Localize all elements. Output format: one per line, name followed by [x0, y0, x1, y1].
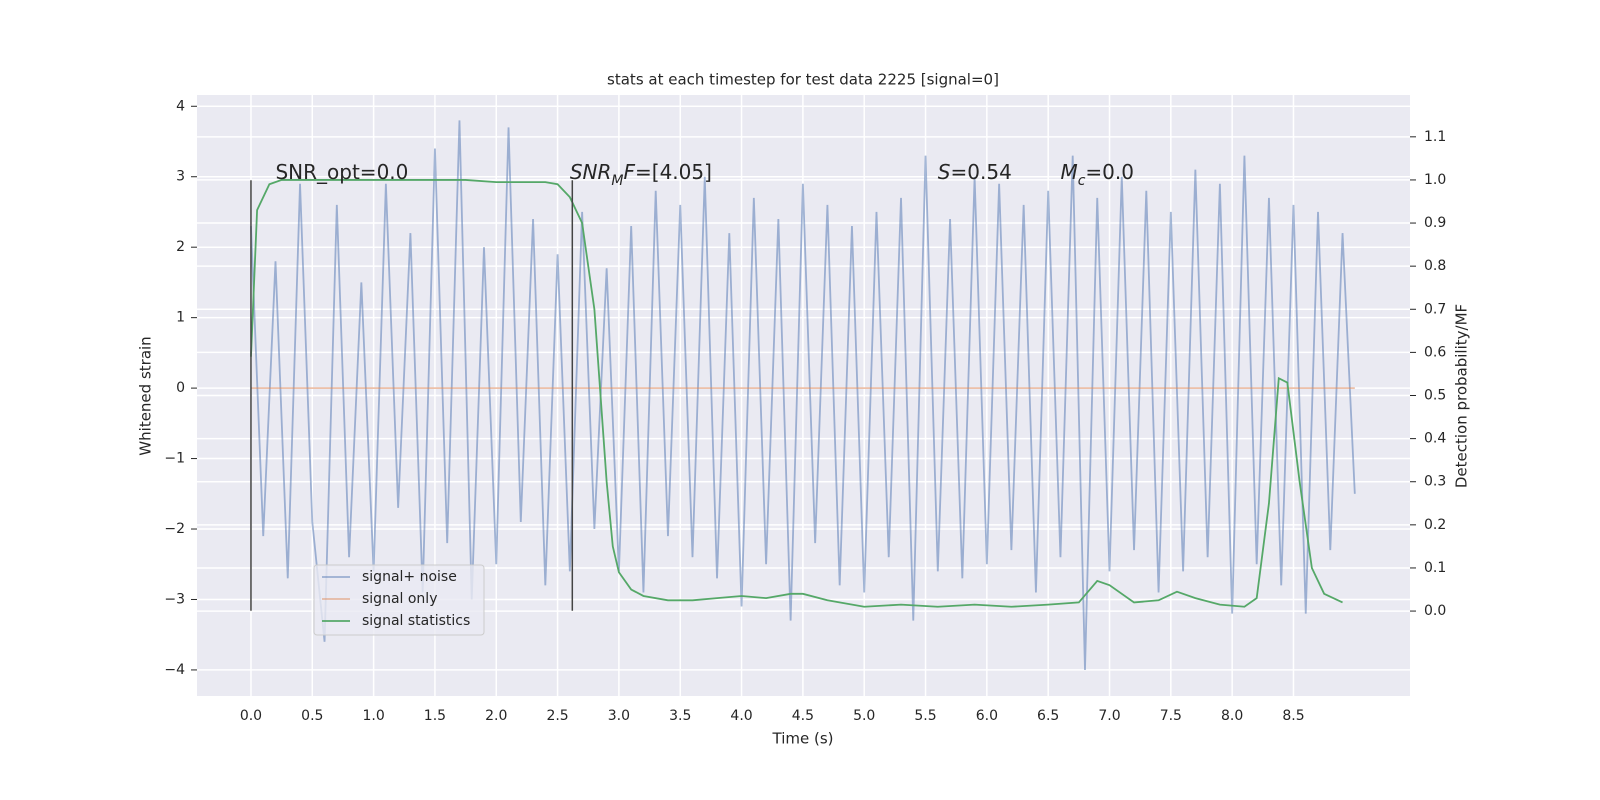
- series-line: [250, 179, 1343, 608]
- annotation-part: M: [1060, 160, 1077, 184]
- x-tick-label: 6.0: [976, 708, 998, 724]
- annotation: S=0.54: [938, 160, 1012, 184]
- y-tick-label: 0: [176, 380, 185, 396]
- x-tick-label: 2.5: [546, 708, 568, 724]
- x-tick-label: 6.5: [1037, 708, 1059, 724]
- series-line: [250, 120, 1356, 670]
- y-tick-label: −1: [164, 451, 185, 467]
- legend-label: signal statistics: [362, 613, 470, 629]
- x-axis-label: Time (s): [772, 730, 834, 748]
- y2-tick-label: 0.4: [1424, 431, 1446, 447]
- x-tick-label: 8.0: [1221, 708, 1243, 724]
- y2-tick-label: 0.2: [1424, 517, 1446, 533]
- x-tick-label: 0.0: [240, 708, 262, 724]
- x-tick-label: 5.5: [914, 708, 936, 724]
- y2-tick-label: 0.3: [1424, 474, 1446, 490]
- annotation-part: =0.0: [1085, 160, 1134, 184]
- y2-tick-label: 0.0: [1424, 603, 1446, 619]
- y-axis-label: Whitened strain: [137, 336, 155, 455]
- annotation: Mc=0.0: [1060, 160, 1134, 190]
- x-tick-label: 1.0: [362, 708, 384, 724]
- y-tick-label: 2: [176, 239, 185, 255]
- y-tick-label: −4: [164, 662, 185, 678]
- x-tick-label: 4.0: [730, 708, 752, 724]
- annotation: SNR_opt=0.0: [275, 160, 408, 184]
- annotation-part: F: [624, 160, 636, 184]
- y2-tick-label: 0.7: [1424, 301, 1446, 317]
- legend-box: [313, 564, 485, 636]
- annotation-part: =0.54: [951, 160, 1012, 184]
- y-tick-label: 3: [176, 169, 185, 185]
- y2-tick-label: 1.0: [1424, 172, 1446, 188]
- annotation-part: SNR_opt=0.0: [275, 160, 408, 184]
- x-tick-label: 7.5: [1160, 708, 1182, 724]
- y-tick-label: −3: [164, 591, 185, 607]
- x-tick-label: 7.0: [1098, 708, 1120, 724]
- y2-tick-label: 0.1: [1424, 560, 1446, 576]
- y2-tick-label: 0.6: [1424, 344, 1446, 360]
- annotation-part: c: [1078, 173, 1086, 189]
- x-tick-label: 2.0: [485, 708, 507, 724]
- annotation-part: =[4.05]: [635, 160, 712, 184]
- annotation: SNRMF=[4.05]: [570, 160, 712, 190]
- x-tick-label: 5.0: [853, 708, 875, 724]
- y2-tick-label: 0.5: [1424, 388, 1446, 404]
- y2-tick-label: 0.8: [1424, 258, 1446, 274]
- annotation-part: M: [611, 173, 623, 189]
- y-tick-label: 1: [176, 310, 185, 326]
- y-tick-label: 4: [176, 98, 185, 114]
- x-tick-label: 4.5: [792, 708, 814, 724]
- x-tick-label: 3.5: [669, 708, 691, 724]
- legend-label: signal+ noise: [362, 569, 457, 585]
- y2-tick-label: 1.1: [1424, 129, 1446, 145]
- y-tick-label: −2: [164, 521, 185, 537]
- legend-label: signal only: [362, 591, 437, 607]
- x-tick-label: 1.5: [424, 708, 446, 724]
- x-tick-label: 8.5: [1282, 708, 1304, 724]
- y2-axis-label: Detection probability/MF: [1453, 304, 1471, 488]
- annotation-part: SNR: [570, 160, 612, 184]
- y2-tick-label: 0.9: [1424, 215, 1446, 231]
- x-tick-label: 3.0: [608, 708, 630, 724]
- x-tick-label: 0.5: [301, 708, 323, 724]
- chart-title: stats at each timestep for test data 222…: [607, 71, 999, 89]
- annotation-part: S: [938, 160, 951, 184]
